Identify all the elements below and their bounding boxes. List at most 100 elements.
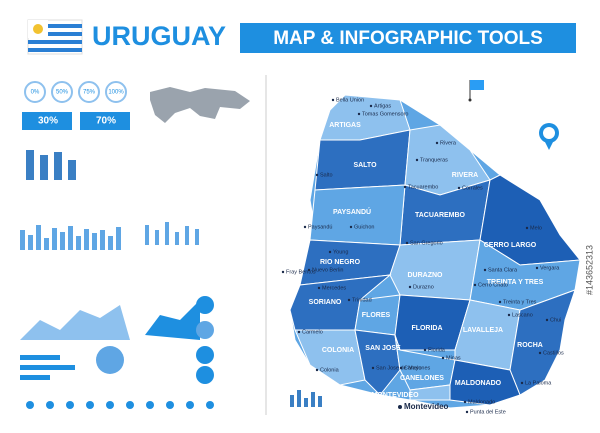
city-label: Minas bbox=[446, 355, 461, 361]
city-dot bbox=[498, 300, 502, 304]
infographic bbox=[20, 87, 322, 409]
city-label: Young bbox=[333, 249, 348, 255]
city-dot bbox=[331, 98, 335, 102]
title: MAP & INFOGRAPHIC TOOLS bbox=[273, 28, 543, 49]
city-dot bbox=[328, 250, 332, 254]
department-label: SAN JOSE bbox=[365, 345, 401, 352]
city-label: Tranqueras bbox=[420, 157, 448, 163]
city-dot bbox=[408, 285, 412, 289]
city-dot bbox=[423, 348, 427, 352]
city-dot bbox=[507, 313, 511, 317]
department-label: SALTO bbox=[353, 162, 377, 169]
city-label: Guichon bbox=[354, 224, 375, 230]
city-dot bbox=[473, 283, 477, 287]
city-label: Canelones bbox=[404, 365, 431, 371]
city-label: Florida bbox=[428, 347, 446, 353]
city-dot bbox=[435, 141, 439, 145]
department-label: FLORIDA bbox=[411, 325, 442, 332]
city-dot bbox=[463, 400, 467, 404]
city-dot bbox=[357, 112, 361, 116]
city-label: Chui bbox=[550, 317, 561, 323]
department-label: ROCHA bbox=[517, 342, 543, 349]
people-stat: 70% bbox=[96, 116, 116, 127]
city-dot bbox=[525, 226, 529, 230]
city-dot bbox=[520, 381, 524, 385]
city-label: Cerro Chato bbox=[478, 282, 508, 288]
department-label: SORIANO bbox=[309, 299, 342, 306]
city-label: Vergara bbox=[540, 265, 560, 271]
city-dot bbox=[457, 186, 461, 190]
city-dot bbox=[281, 270, 285, 274]
progress-ring bbox=[78, 81, 100, 103]
city-dot bbox=[441, 356, 445, 360]
city-label: San Jose de Mayo bbox=[376, 365, 422, 371]
city-dot bbox=[307, 268, 311, 272]
department-label: MALDONADO bbox=[455, 380, 502, 387]
progress-label: 50% bbox=[56, 90, 69, 96]
department-label: LAVALLEJA bbox=[463, 327, 503, 334]
progress-label: 75% bbox=[83, 90, 96, 96]
city-label: Bella Union bbox=[336, 97, 364, 103]
city-label: Carmelo bbox=[302, 329, 323, 335]
city-label: Tacuarembo bbox=[408, 184, 438, 190]
stock-id: #143652313 bbox=[584, 245, 594, 295]
city-dot bbox=[483, 268, 487, 272]
city-label: Artigas bbox=[374, 103, 391, 109]
city-dot bbox=[405, 241, 409, 245]
city-label: Corrales bbox=[462, 185, 483, 191]
progress-label: 100% bbox=[108, 90, 124, 96]
department-label: RIO NEGRO bbox=[320, 259, 361, 266]
city-label: Fray Bentos bbox=[286, 269, 316, 275]
city-label: Salto bbox=[320, 172, 333, 178]
city-dot bbox=[303, 225, 307, 229]
city-label: Nuevo Berlin bbox=[312, 267, 344, 273]
department-label: PAYSANDÚ bbox=[333, 207, 371, 216]
city-label: Punta del Este bbox=[470, 409, 506, 415]
city-label: Mercedes bbox=[322, 285, 346, 291]
department-label: FLORES bbox=[362, 312, 391, 319]
city-dot bbox=[347, 298, 351, 302]
city-dot bbox=[538, 351, 542, 355]
title-box bbox=[240, 23, 576, 53]
city-dot bbox=[317, 286, 321, 290]
department-label: MONTEVIDEO bbox=[371, 392, 419, 399]
city-dot bbox=[315, 368, 319, 372]
city-label: La Paloma bbox=[525, 380, 552, 386]
department-label: DURAZNO bbox=[408, 272, 444, 279]
department-label: TREINTA Y TRES bbox=[487, 279, 544, 286]
progress-label: 0% bbox=[31, 90, 40, 96]
city-dot bbox=[371, 366, 375, 370]
city-dot bbox=[465, 410, 469, 414]
capital-dot bbox=[398, 405, 402, 409]
department-label: CANELONES bbox=[400, 375, 444, 382]
progress-ring bbox=[24, 81, 46, 103]
city-dot bbox=[545, 318, 549, 322]
city-label: Castillos bbox=[543, 350, 564, 356]
city-dot bbox=[297, 330, 301, 334]
department-label: CERRO LARGO bbox=[484, 242, 537, 249]
city-label: San Gregorio bbox=[410, 240, 443, 246]
city-label: Colonia bbox=[320, 367, 340, 373]
city-label: Treinta y Tres bbox=[503, 299, 537, 305]
department-label: ARTIGAS bbox=[329, 122, 361, 129]
capital-label: Montevideo bbox=[404, 402, 449, 411]
progress-ring bbox=[51, 81, 73, 103]
city-dot bbox=[399, 366, 403, 370]
map bbox=[289, 80, 581, 409]
department-label: RIVERA bbox=[452, 172, 478, 179]
department-label: TACUAREMBO bbox=[415, 212, 466, 219]
flag bbox=[27, 19, 83, 55]
city-dot bbox=[315, 173, 319, 177]
city-dot bbox=[403, 185, 407, 189]
country-title: URUGUAY bbox=[92, 21, 226, 51]
city-label: Paysandú bbox=[308, 224, 332, 230]
city-dot bbox=[415, 158, 419, 162]
city-label: Lascano bbox=[512, 312, 533, 318]
city-label: Maldonado bbox=[468, 399, 495, 405]
city-label: Trinidad bbox=[352, 297, 372, 303]
city-dot bbox=[535, 266, 539, 270]
people-stat: 30% bbox=[38, 116, 58, 127]
department-label: COLONIA bbox=[322, 347, 354, 354]
city-label: Rivera bbox=[440, 140, 457, 146]
